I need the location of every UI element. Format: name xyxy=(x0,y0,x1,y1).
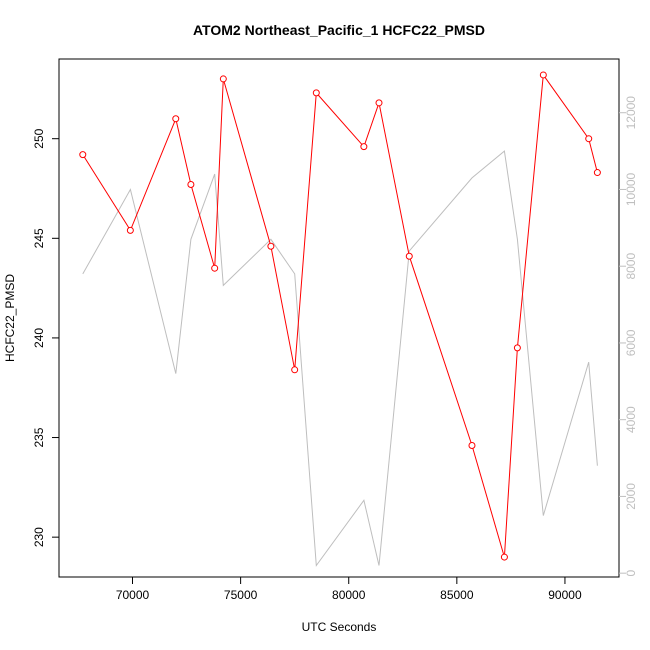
y2-tick-label: 10000 xyxy=(624,172,638,206)
data-point xyxy=(593,169,601,177)
x-axis: 70000 75000 80000 85000 90000 xyxy=(116,577,582,602)
y2-tick-label: 6000 xyxy=(624,329,638,356)
plot-area xyxy=(58,58,620,578)
x-tick-label: 70000 xyxy=(116,588,150,602)
x-tick-label: 85000 xyxy=(440,588,474,602)
data-point xyxy=(539,71,547,79)
y2-tick-label: 12000 xyxy=(624,96,638,130)
data-point xyxy=(405,252,413,260)
data-point xyxy=(267,242,275,250)
chart-title: ATOM2 Northeast_Pacific_1 HCFC22_PMSD xyxy=(193,22,485,38)
y-tick-label: 245 xyxy=(32,228,46,248)
data-point xyxy=(79,151,87,159)
x-axis-label: UTC Seconds xyxy=(302,620,377,634)
y2-tick-label: 8000 xyxy=(624,253,638,280)
y2-tick-label: 0 xyxy=(624,570,638,577)
y-axis-left: 230 235 240 245 250 xyxy=(32,128,59,547)
data-point xyxy=(211,264,219,272)
y-tick-label: 250 xyxy=(32,128,46,148)
data-point xyxy=(172,115,180,123)
data-point xyxy=(126,226,134,234)
data-point xyxy=(468,442,476,450)
y-axis-right: 0 2000 4000 6000 8000 10000 12000 xyxy=(619,96,638,577)
y-tick-label: 235 xyxy=(32,427,46,447)
y-tick-label: 230 xyxy=(32,527,46,547)
series-line-right xyxy=(82,150,598,567)
data-point xyxy=(219,75,227,83)
data-point xyxy=(187,181,195,189)
data-point xyxy=(500,553,508,561)
data-point xyxy=(513,344,521,352)
series-line-left xyxy=(82,73,598,558)
y-tick-label: 240 xyxy=(32,328,46,348)
data-point xyxy=(312,89,320,97)
data-point xyxy=(291,366,299,374)
y2-tick-label: 2000 xyxy=(624,483,638,510)
data-point xyxy=(585,135,593,143)
series-layer xyxy=(79,71,601,567)
x-tick-label: 80000 xyxy=(332,588,366,602)
y2-tick-label: 4000 xyxy=(624,406,638,433)
data-point xyxy=(375,99,383,107)
y-axis-label: HCFC22_PMSD xyxy=(3,274,17,362)
x-tick-label: 75000 xyxy=(224,588,258,602)
data-point xyxy=(360,143,368,151)
x-tick-label: 90000 xyxy=(548,588,582,602)
